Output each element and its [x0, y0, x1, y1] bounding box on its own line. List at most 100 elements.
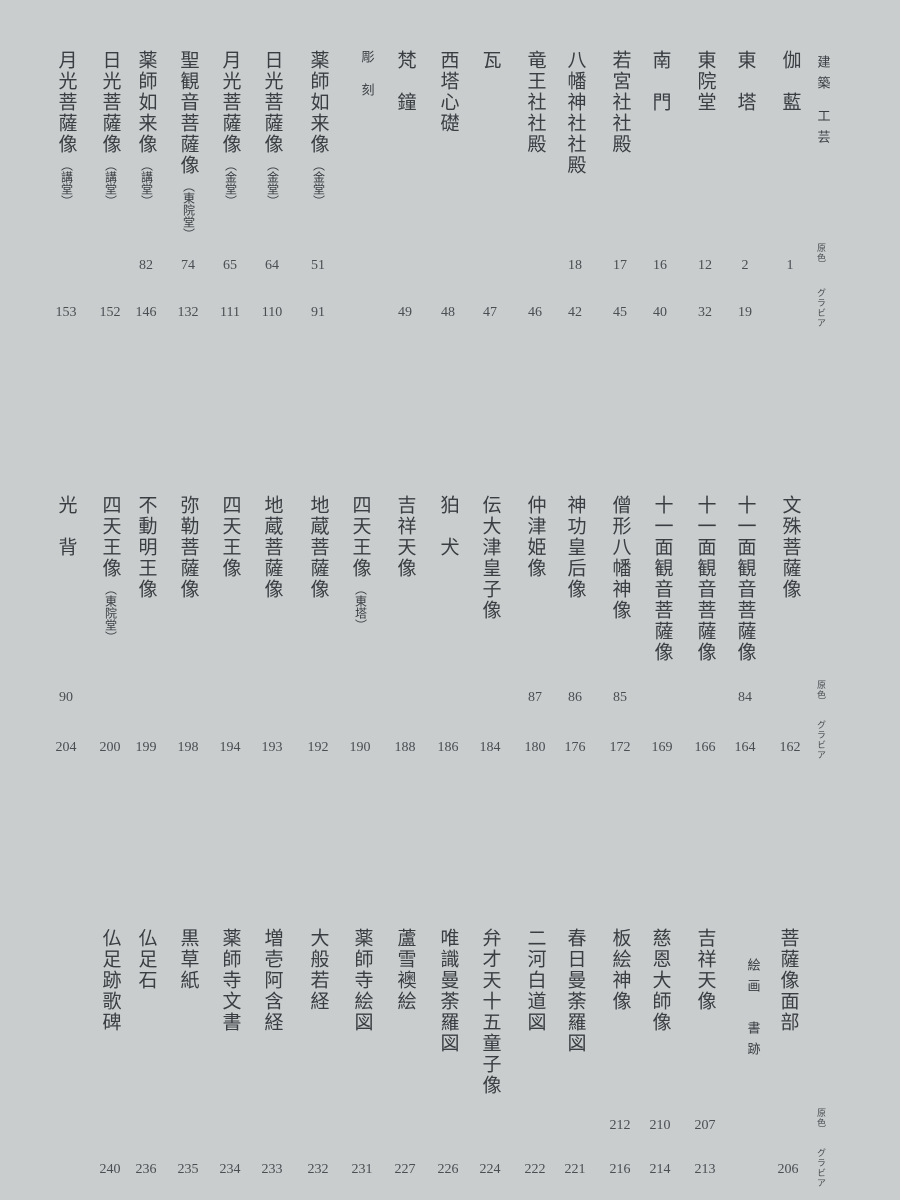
gravure-label: グラビア — [815, 288, 825, 328]
gravure-page: 234 — [219, 1162, 241, 1177]
gravure-page: 180 — [524, 740, 546, 755]
gravure-page: 204 — [55, 740, 77, 755]
entry-title: 大般若経 — [308, 928, 330, 1012]
title-text: 唯識曼荼羅図 — [437, 928, 460, 1054]
title-text: 黒草紙 — [177, 928, 200, 991]
gravure-label: グラビア — [815, 720, 825, 760]
color-plate-page: 12 — [698, 258, 712, 273]
title-text: 東院堂 — [694, 50, 717, 113]
gravure-page: 48 — [441, 305, 455, 320]
gravure-page: 42 — [568, 305, 582, 320]
entry-title: 四天王像 — [219, 495, 242, 579]
entry-title: 日光菩薩像 （金堂） — [262, 50, 284, 207]
gravure-page: 240 — [99, 1162, 121, 1177]
gravure-page: 46 — [528, 305, 542, 320]
title-text: 薬師如来像 — [307, 50, 330, 155]
title-text: 弥勒菩薩像 — [177, 495, 200, 600]
color-label: 原色 — [815, 243, 825, 263]
title-text: 十一面観音菩薩像 — [734, 495, 757, 663]
title-text: 地蔵菩薩像 — [307, 495, 330, 600]
title-text: 月光菩薩像 — [55, 50, 78, 155]
title-text: 僧形八幡神像 — [609, 495, 632, 621]
title-text: 光 背 — [55, 495, 78, 558]
title-text: 彫 刻 — [358, 50, 374, 105]
color-plate-page: 90 — [59, 690, 73, 705]
location-note: （講堂） — [139, 159, 154, 207]
location-note: （東院堂） — [181, 180, 196, 240]
entry-title: 不動明王像 — [136, 495, 158, 600]
entry-title: 仲津姫像 — [525, 495, 547, 579]
title-text: 板絵神像 — [609, 928, 632, 1012]
title-text: 日光菩薩像 — [99, 50, 122, 155]
color-plate-page: 2 — [741, 258, 749, 273]
entry-title: 菩薩像面部 — [777, 928, 800, 1033]
entry-title: 黒草紙 — [177, 928, 200, 991]
entry-title: 四天王像 （東院堂） — [100, 495, 122, 643]
entry-title: 東院堂 — [694, 50, 717, 113]
title-text: 東 塔 — [734, 50, 757, 113]
color-plate-page: 84 — [738, 690, 752, 705]
color-plate-page: 87 — [528, 690, 542, 705]
title-text: 月光菩薩像 — [219, 50, 242, 155]
entry-title: 増壱阿含経 — [262, 928, 284, 1033]
entry-title: 薬師寺文書 — [220, 928, 242, 1033]
color-plate-page: 82 — [139, 258, 153, 273]
gravure-page: 172 — [609, 740, 631, 755]
title-text: 竜王社社殿 — [524, 50, 547, 155]
entry-title: 僧形八幡神像 — [609, 495, 632, 621]
gravure-page: 221 — [564, 1162, 586, 1177]
gravure-page: 214 — [649, 1162, 671, 1177]
title-text: 四天王像 — [349, 495, 372, 579]
title-text: 仏足石 — [135, 928, 158, 991]
gravure-page: 32 — [698, 305, 712, 320]
color-plate-page: 85 — [613, 690, 627, 705]
color-plate-page: 210 — [649, 1118, 671, 1133]
gravure-page: 198 — [177, 740, 199, 755]
gravure-page: 146 — [135, 305, 157, 320]
gravure-page: 193 — [261, 740, 283, 755]
color-plate-page: 18 — [568, 258, 582, 273]
title-text: 四天王像 — [219, 495, 242, 579]
color-plate-page: 86 — [568, 690, 582, 705]
title-text: 二河白道図 — [524, 928, 547, 1033]
entry-title: 梵 鐘 — [395, 50, 417, 113]
title-text: 地蔵菩薩像 — [261, 495, 284, 600]
gravure-page: 47 — [483, 305, 497, 320]
entry-title: 蘆雪襖絵 — [395, 928, 417, 1012]
title-text: 薬師寺絵図 — [351, 928, 374, 1033]
gravure-page: 184 — [479, 740, 501, 755]
entry-title: 二河白道図 — [524, 928, 547, 1033]
location-note: （金堂） — [223, 159, 238, 207]
gravure-page: 153 — [55, 305, 77, 320]
entry-title: 八幡神社社殿 — [565, 50, 587, 176]
color-plate-page: 17 — [613, 258, 627, 273]
gravure-page: 222 — [524, 1162, 546, 1177]
entry-title: 聖観音菩薩像 （東院堂） — [178, 50, 200, 240]
gravure-page: 49 — [398, 305, 412, 320]
entry-title: 十一面観音菩薩像 — [652, 495, 674, 663]
gravure-page: 162 — [779, 740, 801, 755]
title-text: 建築 工芸 — [814, 55, 830, 152]
location-note: （東院堂） — [103, 583, 118, 643]
title-text: 菩薩像面部 — [777, 928, 800, 1033]
location-note: （金堂） — [311, 159, 326, 207]
title-text: 春日曼荼羅図 — [564, 928, 587, 1054]
gravure-page: 186 — [437, 740, 459, 755]
gravure-page: 227 — [394, 1162, 416, 1177]
color-plate-page: 16 — [653, 258, 667, 273]
gravure-page: 169 — [651, 740, 673, 755]
gravure-page: 164 — [734, 740, 756, 755]
location-note: （金堂） — [265, 159, 280, 207]
gravure-page: 233 — [261, 1162, 283, 1177]
title-text: 吉祥天像 — [694, 928, 717, 1012]
gravure-page: 213 — [694, 1162, 716, 1177]
title-text: 弁才天十五童子像 — [479, 928, 502, 1096]
entry-title: 瓦 — [480, 50, 502, 71]
title-text: 薬師如来像 — [135, 50, 158, 155]
entry-title: 弥勒菩薩像 — [177, 495, 200, 600]
entry-title: 神功皇后像 — [565, 495, 587, 600]
entry-title: 月光菩薩像 （金堂） — [219, 50, 242, 207]
entry-title: 若宮社社殿 — [610, 50, 632, 155]
title-text: 伝大津皇子像 — [479, 495, 502, 621]
color-plate-page: 65 — [223, 258, 237, 273]
